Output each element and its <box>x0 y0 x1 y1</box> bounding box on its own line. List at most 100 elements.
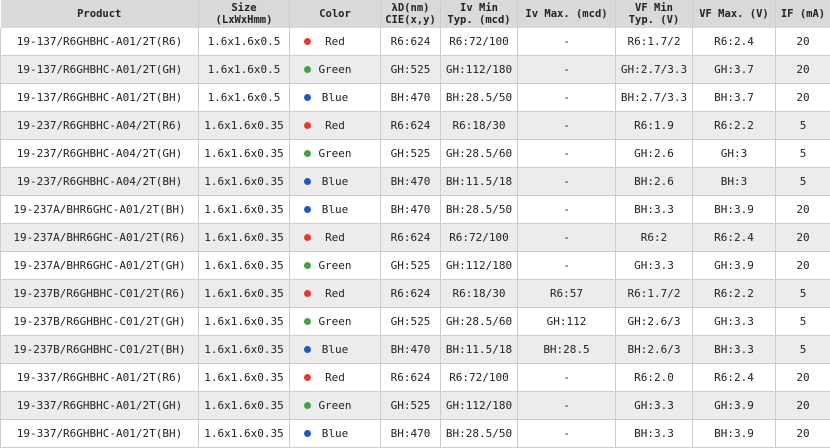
cell-text: R6:72/100 <box>449 371 509 384</box>
cell-vf-min-typ: R6:1.7/2 <box>615 279 693 308</box>
cell-text: R6:624 <box>390 35 431 48</box>
header-vf-min-typ: VF Min Typ. (V) <box>615 0 693 28</box>
cell-text: BH:3.9 <box>714 203 754 216</box>
cell-text: 20 <box>796 35 810 48</box>
color-dot-icon <box>304 289 311 297</box>
header-label: Size <box>231 2 257 14</box>
cell-text: Green <box>318 259 352 272</box>
cell-text: GH:112/180 <box>445 259 513 272</box>
cell-text: 1.6x1.6x0.5 <box>207 63 281 76</box>
cell-text: GH:2.7/3.3 <box>620 63 688 76</box>
cell-iv-min-typ: R6:18/30 <box>440 279 518 308</box>
table-row: 19-237B/R6GHBHC-C01/2T(BH) 1.6x1.6x0.35 Bl… <box>0 335 830 364</box>
cell-dominant-wavelength: BH:470 <box>380 83 441 112</box>
cell-text: 1.6x1.6x0.35 <box>204 175 284 188</box>
cell-iv-min-typ: GH:112/180 <box>440 55 518 84</box>
cell-text: 19-237B/R6GHBHC-C01/2T(BH) <box>13 343 186 356</box>
cell-iv-max: - <box>517 195 616 224</box>
cell-vf-max: BH:3.9 <box>692 195 776 224</box>
cell-text: BH:470 <box>390 175 431 188</box>
table-row: 19-337/R6GHBHC-A01/2T(R6) 1.6x1.6x0.35 Red… <box>0 363 830 392</box>
cell-text: BH:2.6 <box>634 175 674 188</box>
cell-iv-max: - <box>517 391 616 420</box>
cell-vf-max: GH:3.7 <box>692 55 776 84</box>
cell-text: BH:28.5/50 <box>445 427 513 440</box>
cell-text: 20 <box>796 203 810 216</box>
cell-text: 19-337/R6GHBHC-A01/2T(R6) <box>16 371 183 384</box>
cell-vf-min-typ: BH:2.7/3.3 <box>615 83 693 112</box>
header-label: Iv Min <box>460 2 498 14</box>
cell-dominant-wavelength: R6:624 <box>380 28 441 56</box>
cell-vf-max: GH:3.3 <box>692 307 776 336</box>
cell-product: 19-237B/R6GHBHC-C01/2T(GH) <box>0 307 199 336</box>
cell-text: 5 <box>799 119 807 132</box>
cell-text: 1.6x1.6x0.35 <box>204 259 284 272</box>
cell-product: 19-237A/BHR6GHC-A01/2T(GH) <box>0 251 199 280</box>
cell-text: R6:2.2 <box>714 119 754 132</box>
cell-vf-min-typ: GH:3.3 <box>615 251 693 280</box>
cell-text: GH:3.3 <box>714 315 754 328</box>
cell-text: BH:3.3 <box>634 427 674 440</box>
cell-if: 20 <box>775 28 830 56</box>
header-row: Product Size (LxWxHmm) Color λD(nm) CIE(x,y) I… <box>0 0 830 28</box>
cell-text: R6:72/100 <box>449 231 509 244</box>
cell-dominant-wavelength: BH:470 <box>380 419 441 448</box>
header-label: Typ. (mcd) <box>447 14 511 26</box>
cell-iv-min-typ: BH:28.5/50 <box>440 83 518 112</box>
cell-vf-min-typ: BH:3.3 <box>615 195 693 224</box>
cell-text: Red <box>325 35 345 48</box>
cell-text: 20 <box>796 259 810 272</box>
cell-text: BH:3 <box>720 175 748 188</box>
cell-product: 19-137/R6GHBHC-A01/2T(R6) <box>0 28 199 56</box>
cell-vf-max: BH:3.9 <box>692 419 776 448</box>
cell-text: BH:470 <box>390 203 431 216</box>
color-dot-icon <box>304 205 311 213</box>
cell-dominant-wavelength: GH:525 <box>380 139 441 168</box>
cell-text: - <box>563 91 570 104</box>
cell-text: GH:525 <box>390 259 431 272</box>
cell-color: Green <box>289 307 381 336</box>
cell-text: BH:470 <box>390 427 431 440</box>
cell-text: 1.6x1.6x0.35 <box>204 343 284 356</box>
cell-if: 5 <box>775 167 830 196</box>
cell-text: BH:3.3 <box>714 343 754 356</box>
cell-text: Red <box>325 287 345 300</box>
cell-text: Green <box>318 315 352 328</box>
cell-dominant-wavelength: GH:525 <box>380 251 441 280</box>
cell-text: GH:2.6/3 <box>627 315 681 328</box>
cell-vf-min-typ: GH:2.6/3 <box>615 307 693 336</box>
cell-text: GH:525 <box>390 147 431 160</box>
cell-text: BH:2.7/3.3 <box>620 91 688 104</box>
cell-color: Green <box>289 55 381 84</box>
cell-text: R6:624 <box>390 231 431 244</box>
table-row: 19-137/R6GHBHC-A01/2T(R6) 1.6x1.6x0.5 Red R… <box>0 28 830 56</box>
cell-iv-max: - <box>517 111 616 140</box>
cell-size: 1.6x1.6x0.35 <box>198 223 290 252</box>
cell-iv-max: - <box>517 83 616 112</box>
cell-iv-min-typ: GH:112/180 <box>440 251 518 280</box>
cell-product: 19-237/R6GHBHC-A04/2T(GH) <box>0 139 199 168</box>
table-row: 19-237A/BHR6GHC-A01/2T(R6) 1.6x1.6x0.35 Re… <box>0 223 830 252</box>
cell-text: 1.6x1.6x0.35 <box>204 231 284 244</box>
header-color: Color <box>289 0 381 28</box>
cell-iv-min-typ: R6:72/100 <box>440 223 518 252</box>
cell-iv-max: - <box>517 223 616 252</box>
cell-dominant-wavelength: R6:624 <box>380 223 441 252</box>
cell-text: BH:11.5/18 <box>445 343 513 356</box>
cell-if: 5 <box>775 139 830 168</box>
cell-text: GH:3.7 <box>714 63 754 76</box>
cell-color: Green <box>289 251 381 280</box>
header-label: Typ. (V) <box>628 14 680 26</box>
cell-text: R6:1.7/2 <box>627 35 681 48</box>
header-label: Iv Max. (mcd) <box>525 8 608 20</box>
cell-text: 19-237/R6GHBHC-A04/2T(BH) <box>16 175 183 188</box>
cell-text: 19-137/R6GHBHC-A01/2T(BH) <box>16 91 183 104</box>
cell-vf-min-typ: GH:3.3 <box>615 391 693 420</box>
table-row: 19-237A/BHR6GHC-A01/2T(GH) 1.6x1.6x0.35 Gr… <box>0 251 830 280</box>
cell-text: R6:2.2 <box>714 287 754 300</box>
cell-vf-max: BH:3 <box>692 167 776 196</box>
cell-text: Blue <box>321 203 349 216</box>
cell-color: Green <box>289 139 381 168</box>
cell-text: 5 <box>799 287 807 300</box>
cell-color: Blue <box>289 167 381 196</box>
